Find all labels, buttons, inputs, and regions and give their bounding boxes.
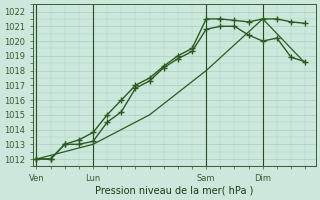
X-axis label: Pression niveau de la mer( hPa ): Pression niveau de la mer( hPa ) [95, 186, 253, 196]
